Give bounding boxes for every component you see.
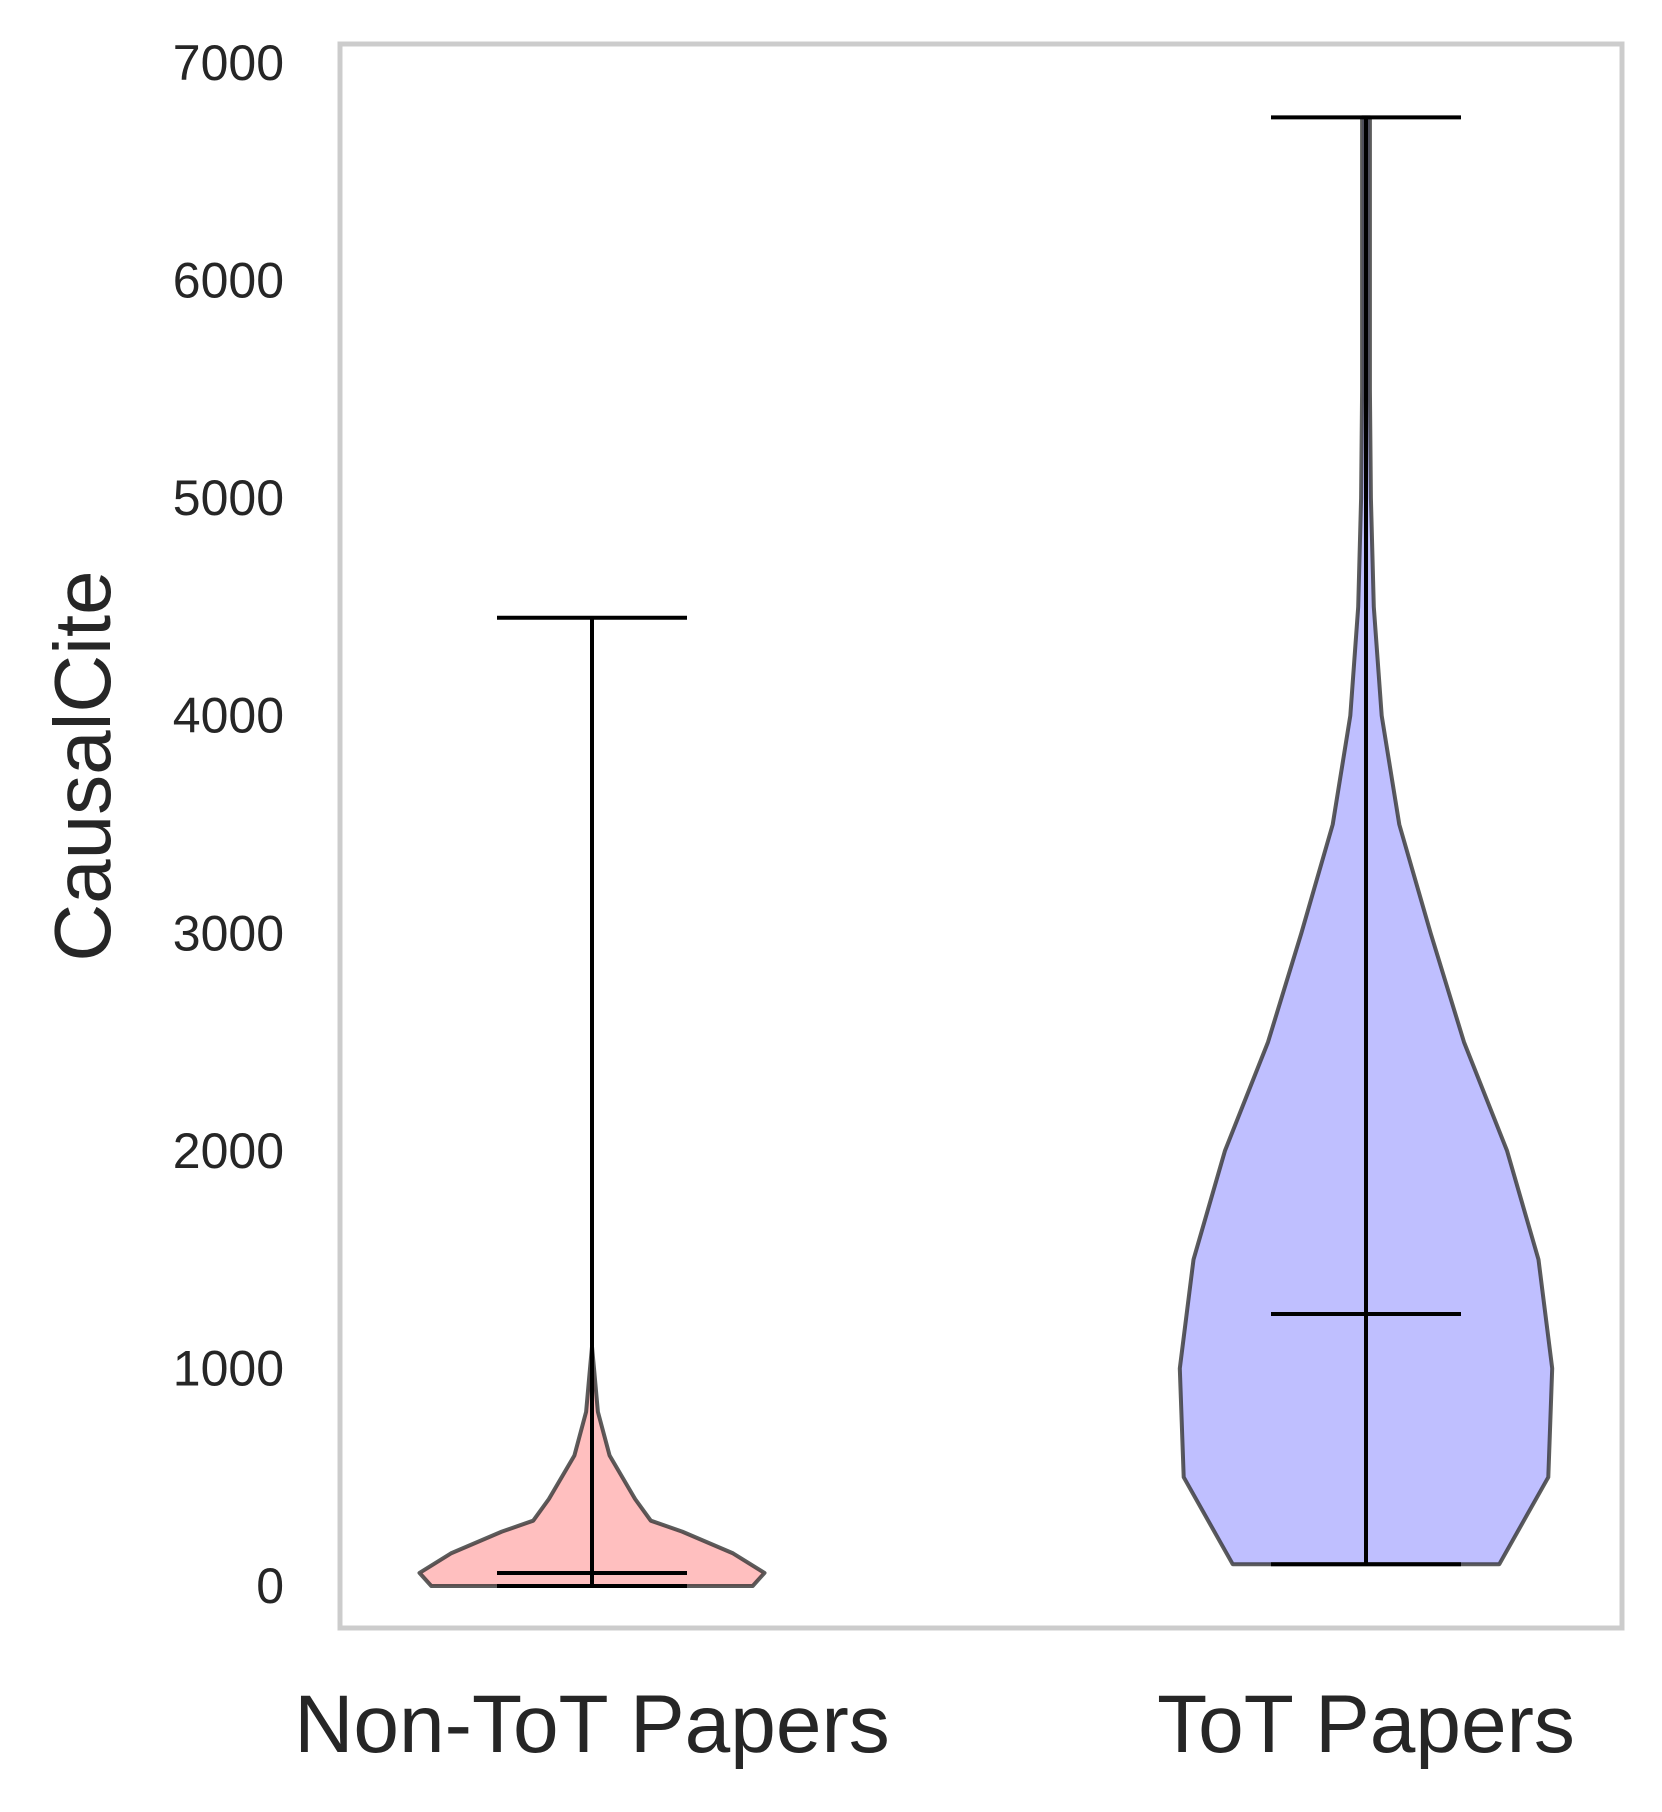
- y-axis-label: CausalCite: [38, 570, 127, 961]
- x-tick-label: Non-ToT Papers: [294, 1679, 890, 1770]
- x-tick-label: ToT Papers: [1157, 1679, 1575, 1770]
- y-axis-ticks: 0 1000 2000 3000 4000 5000 6000 7000: [173, 35, 284, 1614]
- violin-bodies: [417, 115, 1555, 1588]
- plot-frame: [337, 41, 1625, 1631]
- y-tick-label: 2000: [173, 1123, 284, 1179]
- y-tick-label: 0: [256, 1558, 284, 1614]
- y-tick-label: 3000: [173, 905, 284, 961]
- x-axis-ticks: Non-ToT Papers ToT Papers: [294, 1679, 1575, 1770]
- y-tick-label: 1000: [173, 1340, 284, 1396]
- violin-statistics: [497, 115, 1461, 1588]
- y-tick-label: 4000: [173, 688, 284, 744]
- y-tick-label: 5000: [173, 470, 284, 526]
- y-tick-label: 7000: [173, 35, 284, 91]
- y-tick-label: 6000: [173, 253, 284, 309]
